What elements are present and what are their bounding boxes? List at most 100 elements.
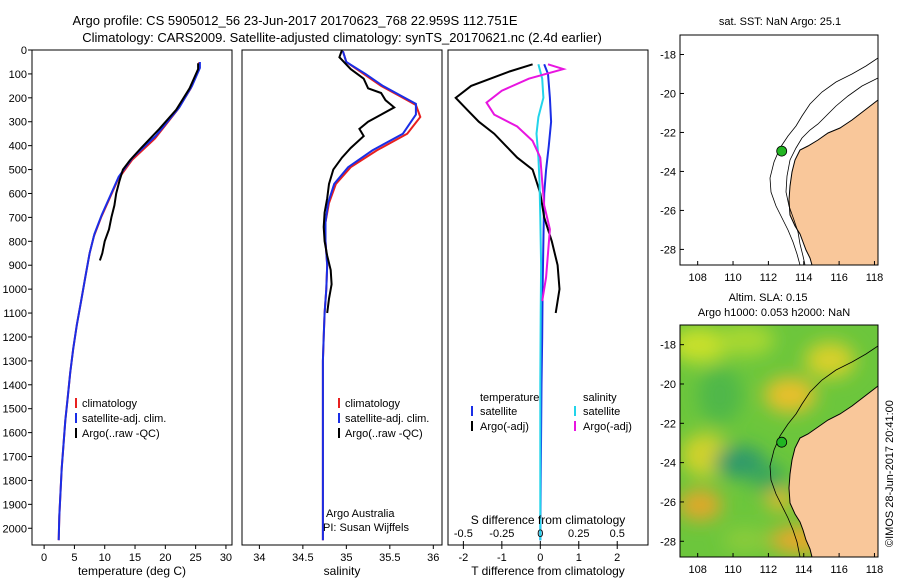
y-tick-label: 1400 <box>3 380 27 392</box>
map-x-tick-label: 116 <box>830 564 848 576</box>
salinity-xlabel: salinity <box>324 564 361 578</box>
salinity-plot-area <box>321 49 422 541</box>
map-y-tick-label: -20 <box>660 88 676 100</box>
y-tick-label: 400 <box>9 141 27 153</box>
series-line-argo-raw-qc- <box>322 49 396 314</box>
y-tick-label: 0 <box>21 45 27 57</box>
sla-anomaly-blobs <box>680 325 855 554</box>
map-y-tick-label: -24 <box>660 166 676 178</box>
x-tick-label: 0 <box>41 552 47 564</box>
y-tick-label: 800 <box>9 236 27 248</box>
x-tick-label: 15 <box>129 552 141 564</box>
sst-coastline <box>788 99 879 266</box>
temperature-frame <box>31 49 233 546</box>
y-tick-label: 300 <box>9 117 27 129</box>
figure-title: Argo profile: CS 5905012_56 23-Jun-2017 … <box>72 13 517 28</box>
x-tick-label: 20 <box>159 552 171 564</box>
map-y-tick-label: -28 <box>660 536 676 548</box>
legend-label-climatology: climatology <box>82 398 138 410</box>
x-tick-label: 0 <box>537 552 543 564</box>
sla-map-frame <box>679 324 879 558</box>
legend-header-temperature: temperature <box>480 392 539 404</box>
difference-x2label: S difference from climatology <box>471 513 626 527</box>
map-x-tick-label: 116 <box>830 272 848 284</box>
x2-tick-label: -0.5 <box>454 528 473 540</box>
map-x-tick-label: 114 <box>795 272 813 284</box>
x2-tick-label: 0.25 <box>568 528 589 540</box>
y-tick-label: 900 <box>9 260 27 272</box>
x-tick-label: 35.5 <box>379 552 400 564</box>
map-x-tick-label: 118 <box>866 272 884 284</box>
sla-land-mass <box>789 386 878 557</box>
sla-map-title: Altim. SLA: 0.15 <box>729 292 808 304</box>
figure-subtitle: Climatology: CARS2009. Satellite-adjuste… <box>82 30 602 45</box>
x-tick-label: 1 <box>576 552 582 564</box>
series-line-climatology <box>57 62 201 541</box>
y-tick-label: 1500 <box>3 404 27 416</box>
legend-label-satellite: satellite-adj. clim. <box>345 413 429 425</box>
map-x-tick-label: 112 <box>760 272 778 284</box>
sst-map-panel: sat. SST: NaN Argo: 25.1 108 110 112 114 116… <box>660 16 883 284</box>
annotation-pi: PI: Susan Wijffels <box>323 522 409 534</box>
x-tick-label: 35 <box>340 552 352 564</box>
x2-tick-label: 0.5 <box>610 528 625 540</box>
x-tick-label: 25 <box>190 552 202 564</box>
legend-label-temp-satellite: satellite <box>480 406 517 418</box>
temperature-axes: 0 5 10 15 20 25 300100200300400500600700800900… <box>3 45 233 564</box>
y-tick-label: 100 <box>9 69 27 81</box>
legend-label-argo: Argo(..raw -QC) <box>82 428 160 440</box>
y-tick-label: 1600 <box>3 428 27 440</box>
salinity-frame <box>241 49 443 546</box>
imos-credit: ©IMOS 28-Jun-2017 20:41:00 <box>884 400 896 547</box>
sla-isobath <box>769 345 878 557</box>
map-y-tick-label: -20 <box>660 379 676 391</box>
series-line-satellite-adj-clim- <box>57 62 201 541</box>
x-tick-label: 36 <box>427 552 439 564</box>
sst-isobath-inner <box>785 77 879 266</box>
y-tick-label: 500 <box>9 165 27 177</box>
y-tick-label: 1700 <box>3 452 27 464</box>
series-line-temperature-satellite <box>539 63 553 541</box>
map-y-tick-label: -26 <box>660 497 676 509</box>
y-tick-label: 200 <box>9 93 27 105</box>
temperature-xlabel: temperature (deg C) <box>78 564 186 578</box>
x-tick-label: 5 <box>71 552 77 564</box>
legend-label-climatology: climatology <box>345 398 401 410</box>
series-line-salinity-satellite <box>535 64 545 541</box>
sla-coastline <box>788 385 878 557</box>
x2-tick-label: 0 <box>537 528 543 540</box>
difference-plot-area <box>454 63 567 541</box>
sst-float-marker <box>776 145 788 157</box>
y-tick-label: 1100 <box>3 308 27 320</box>
sst-land-mass <box>789 100 878 265</box>
y-tick-label: 1300 <box>3 356 27 368</box>
legend-label-argo: Argo(..raw -QC) <box>345 428 423 440</box>
map-x-tick-label: 110 <box>724 272 742 284</box>
x-tick-label: 34 <box>253 552 265 564</box>
x-tick-label: -1 <box>497 552 507 564</box>
sst-map-title: sat. SST: NaN Argo: 25.1 <box>719 16 841 28</box>
map-y-tick-label: -24 <box>660 458 676 470</box>
map-x-tick-label: 112 <box>760 564 778 576</box>
salinity-axes: 34 34.5 35 35.5 36 <box>253 545 439 564</box>
x-tick-label: 2 <box>614 552 620 564</box>
y-tick-label: 700 <box>9 212 27 224</box>
legend-header-salinity: salinity <box>583 392 617 404</box>
map-y-tick-label: -26 <box>660 205 676 217</box>
map-x-tick-label: 108 <box>688 272 706 284</box>
legend-label-sal-satellite: satellite <box>583 406 620 418</box>
temperature-legend: climatology satellite-adj. clim. Argo(..… <box>75 398 166 440</box>
series-line-salinity-argo-adj- <box>485 63 567 302</box>
sla-float-marker <box>776 436 788 448</box>
salinity-panel: 34 34.5 35 35.5 36 salinity climatology sate… <box>241 49 443 578</box>
y-tick-label: 2000 <box>3 523 27 535</box>
x-tick-label: 30 <box>220 552 232 564</box>
map-y-tick-label: -22 <box>660 418 676 430</box>
map-x-tick-label: 108 <box>688 564 706 576</box>
y-tick-label: 1800 <box>3 475 27 487</box>
sla-heatmap <box>680 325 878 557</box>
x2-tick-label: -0.25 <box>489 528 514 540</box>
temperature-plot-area <box>57 62 201 541</box>
temperature-panel: 0 5 10 15 20 25 300100200300400500600700800900… <box>3 45 233 578</box>
